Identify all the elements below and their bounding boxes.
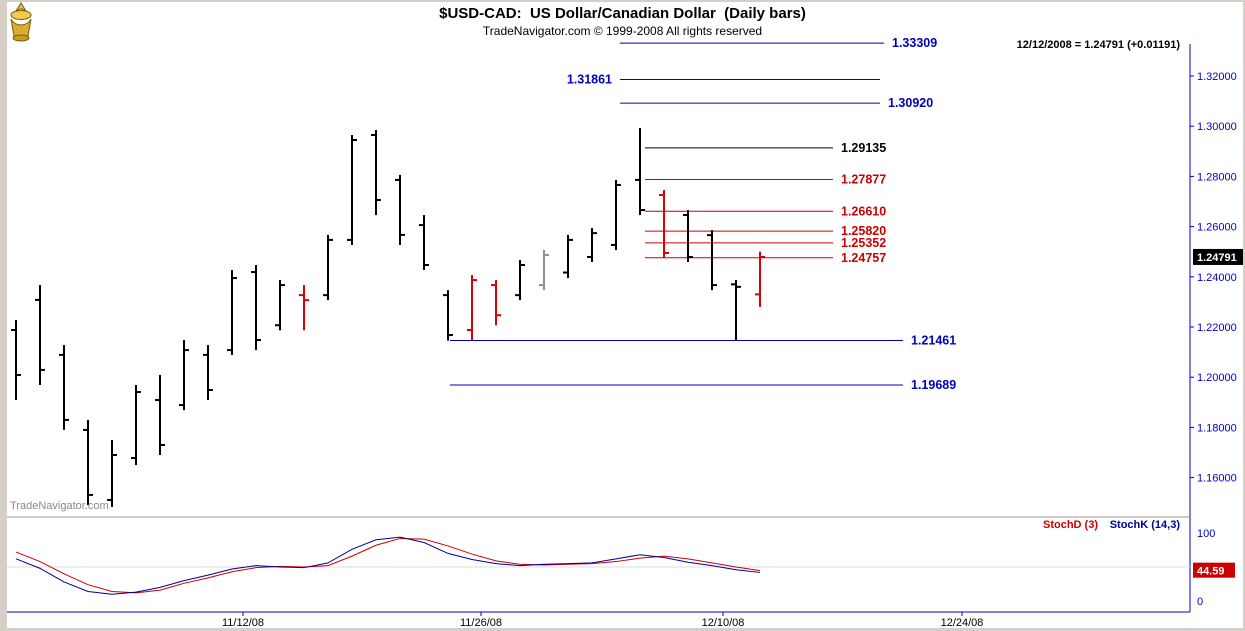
chart-axes xyxy=(7,44,1191,613)
level-label: 1.25820 xyxy=(841,224,886,238)
stoch-scale-0: 0 xyxy=(1197,596,1203,608)
stoch-k-line xyxy=(15,536,761,595)
price-tick-label: 1.16000 xyxy=(1197,473,1237,485)
stoch-badge-value: 44.59 xyxy=(1197,566,1225,578)
date-tick-label: 11/26/08 xyxy=(460,617,502,629)
last-quote-readout: 12/12/2008 = 1.24791 (+0.01191) xyxy=(1016,39,1180,51)
price-tick-label: 1.28000 xyxy=(1197,171,1237,183)
level-label: 1.25352 xyxy=(841,236,886,250)
stoch-k-legend: StochK (14,3) xyxy=(1110,519,1181,531)
price-axis-ticks: 1.32000 1.30000 1.28000 1.26000 1.24000 1.220… xyxy=(1190,71,1237,485)
level-label: 1.30920 xyxy=(888,96,933,110)
level-label: 1.19689 xyxy=(911,378,956,392)
stochastic-panel: StochD (3) StochK (14,3) 100 0 xyxy=(15,519,1215,608)
ohlc-bars xyxy=(11,127,765,507)
level-label: 1.21461 xyxy=(911,334,956,348)
level-label: 1.24757 xyxy=(841,251,886,265)
chart-watermark: TradeNavigator.com xyxy=(10,500,109,512)
copyright-text: TradeNavigator.com © 1999-2008 All right… xyxy=(482,24,763,38)
window-frame-bottom xyxy=(0,628,1245,631)
chart-title: $USD-CAD: US Dollar/Canadian Dollar (Dai… xyxy=(439,5,806,22)
price-tick-label: 1.26000 xyxy=(1197,222,1237,234)
window-frame-left xyxy=(0,0,7,631)
level-label: 1.31861 xyxy=(567,72,612,86)
date-tick-label: 12/10/08 xyxy=(702,617,745,629)
date-axis-labels: 11/12/08 11/26/08 12/10/08 12/24/08 xyxy=(222,612,983,629)
price-tick-label: 1.18000 xyxy=(1197,422,1237,434)
stoch-scale-100: 100 xyxy=(1197,528,1215,540)
level-label: 1.29135 xyxy=(841,141,886,155)
stoch-d-line xyxy=(15,537,761,594)
current-price-badge: 1.24791 xyxy=(1193,248,1245,265)
level-label: 1.26610 xyxy=(841,204,886,218)
price-tick-label: 1.32000 xyxy=(1197,71,1237,83)
tradenavigator-logo xyxy=(5,2,37,47)
window-frame-top xyxy=(0,0,1245,2)
stoch-badge-bg xyxy=(1193,562,1235,578)
price-badge-value: 1.24791 xyxy=(1197,252,1237,264)
date-tick-label: 12/24/08 xyxy=(941,617,984,629)
gold-emblem-icon xyxy=(10,2,32,42)
price-levels: 1.33309 1.31861 1.30920 1.29135 1.27877 1.266… xyxy=(450,36,956,392)
price-tick-label: 1.20000 xyxy=(1197,372,1237,384)
price-badge-bg xyxy=(1193,248,1245,265)
window-frame-right xyxy=(1243,0,1245,631)
level-label: 1.27877 xyxy=(841,172,886,186)
price-tick-label: 1.30000 xyxy=(1197,121,1237,133)
date-tick-label: 11/12/08 xyxy=(222,617,264,629)
stoch-value-badge: 44.59 xyxy=(1193,562,1235,578)
price-tick-label: 1.22000 xyxy=(1197,322,1237,334)
level-label: 1.33309 xyxy=(892,36,937,50)
price-tick-label: 1.24000 xyxy=(1197,272,1237,284)
stoch-d-legend: StochD (3) xyxy=(1043,519,1098,531)
